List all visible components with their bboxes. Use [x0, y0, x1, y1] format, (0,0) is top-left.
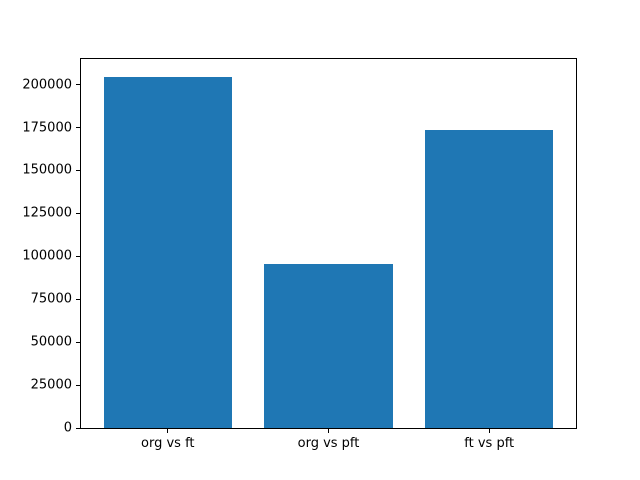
y-axis-tick-mark — [76, 427, 80, 429]
y-axis-tick-mark — [76, 298, 80, 300]
y-axis-tick-label: 125000 — [22, 205, 72, 221]
y-axis-tick-mark — [76, 341, 80, 343]
x-axis-tick-label: org vs ft — [141, 436, 195, 451]
bar-ft-vs-pft — [424, 130, 554, 428]
plot-area: 0 25000 50000 75000 100000 125000 150000 175000… — [22, 58, 577, 450]
y-axis-tick-mark — [76, 212, 80, 214]
bar-org-vs-pft — [264, 264, 393, 428]
x-axis-tick-label: org vs pft — [297, 436, 360, 451]
x-axis-tick-mark — [167, 429, 169, 433]
y-axis-tick-label: 0 — [63, 420, 72, 436]
x-axis-tick-label: ft vs pft — [464, 436, 515, 451]
y-axis-tick-mark — [76, 84, 80, 86]
bar-org-vs-ft — [103, 76, 233, 428]
y-axis-tick-mark — [76, 384, 80, 386]
y-axis-tick-label: 150000 — [22, 162, 72, 178]
y-axis-tick-label: 175000 — [22, 120, 72, 136]
y-axis-tick-label: 50000 — [30, 334, 72, 350]
y-axis-tick-mark — [76, 255, 80, 257]
y-axis-tick-label: 200000 — [22, 77, 72, 93]
y-axis-tick-label: 75000 — [30, 291, 72, 307]
y-axis-tick-mark — [76, 127, 80, 129]
x-axis-tick-mark — [488, 429, 490, 433]
y-axis-tick-label: 25000 — [30, 377, 72, 393]
y-axis-tick-label: 100000 — [22, 248, 72, 264]
y-axis-tick-mark — [76, 169, 80, 171]
x-axis-tick-mark — [328, 429, 329, 433]
